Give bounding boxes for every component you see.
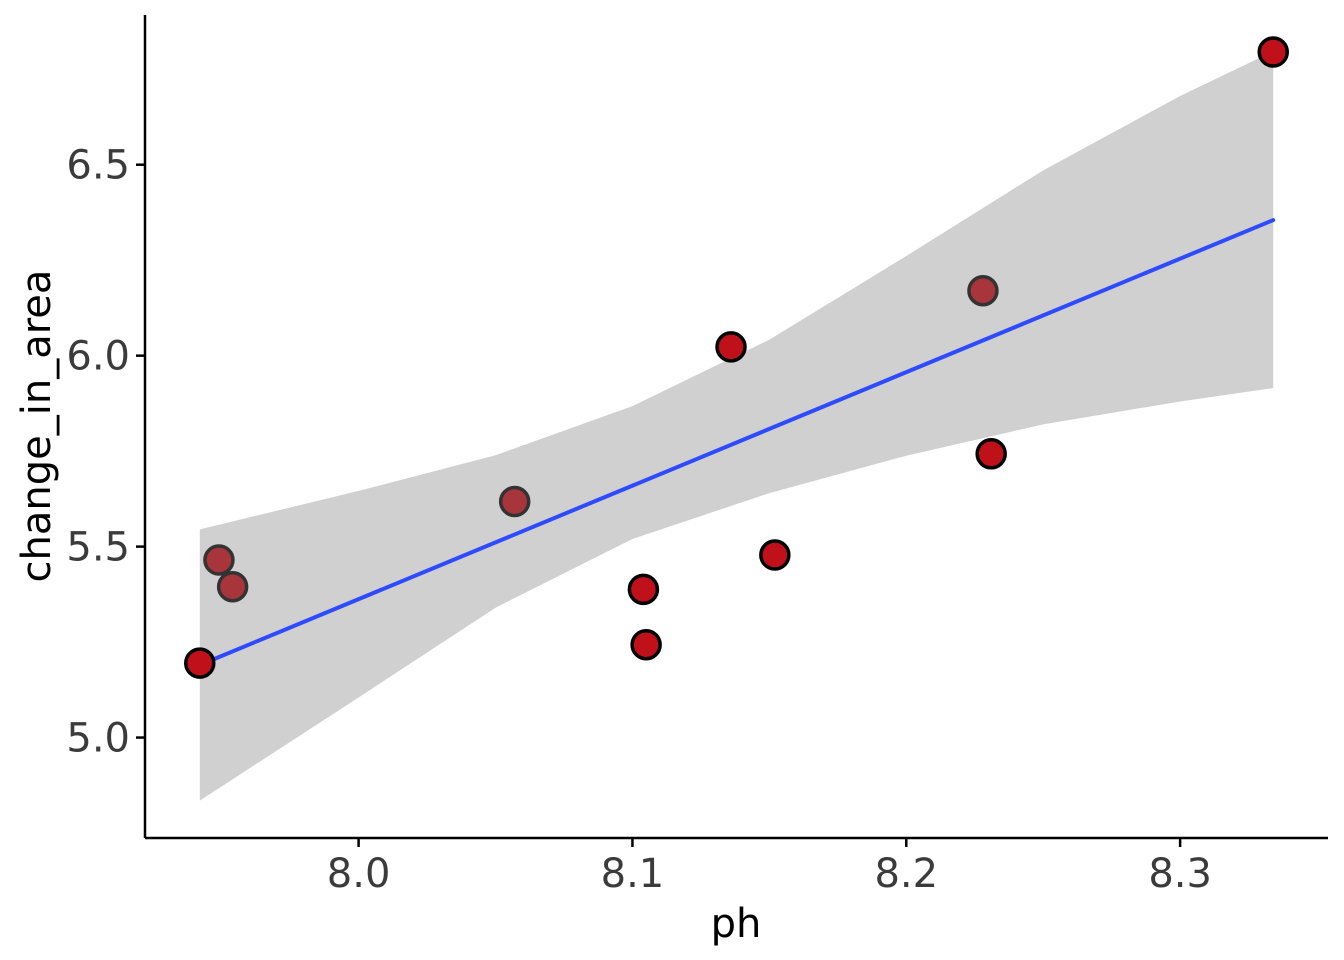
data-point-6 — [630, 629, 662, 661]
data-point-8 — [759, 539, 791, 571]
points-layer — [184, 36, 1289, 679]
data-point-1 — [184, 647, 216, 679]
x-tick-label: 8.3 — [1148, 851, 1212, 897]
data-point-5 — [627, 573, 660, 606]
fit-line-layer — [197, 218, 1276, 667]
y-tick-label: 6.5 — [66, 143, 130, 189]
confidence-band — [199, 51, 1274, 801]
x-tick-label: 8.0 — [327, 851, 391, 897]
data-point-7 — [715, 331, 747, 363]
data-point-2 — [203, 544, 235, 576]
x-tick-label: 8.1 — [601, 851, 665, 897]
ticks: 8.0 8.1 8.2 8.3 5.0 5.5 6.0 6.5 — [66, 143, 1212, 897]
data-point-10 — [975, 438, 1007, 470]
y-tick-label: 6.0 — [66, 334, 130, 380]
data-point-11 — [1257, 36, 1289, 68]
confidence-band-layer — [199, 51, 1274, 801]
axes — [143, 15, 1328, 840]
fit-line — [197, 218, 1276, 667]
x-axis-title: ph — [711, 901, 762, 947]
x-tick-label: 8.2 — [874, 851, 938, 897]
data-point-3 — [216, 570, 249, 603]
y-axis-title: change_in_area — [14, 270, 60, 583]
data-point-4 — [498, 485, 531, 518]
y-tick-label: 5.0 — [66, 716, 130, 762]
data-point-9 — [967, 274, 999, 307]
y-tick-label: 5.5 — [66, 525, 130, 571]
